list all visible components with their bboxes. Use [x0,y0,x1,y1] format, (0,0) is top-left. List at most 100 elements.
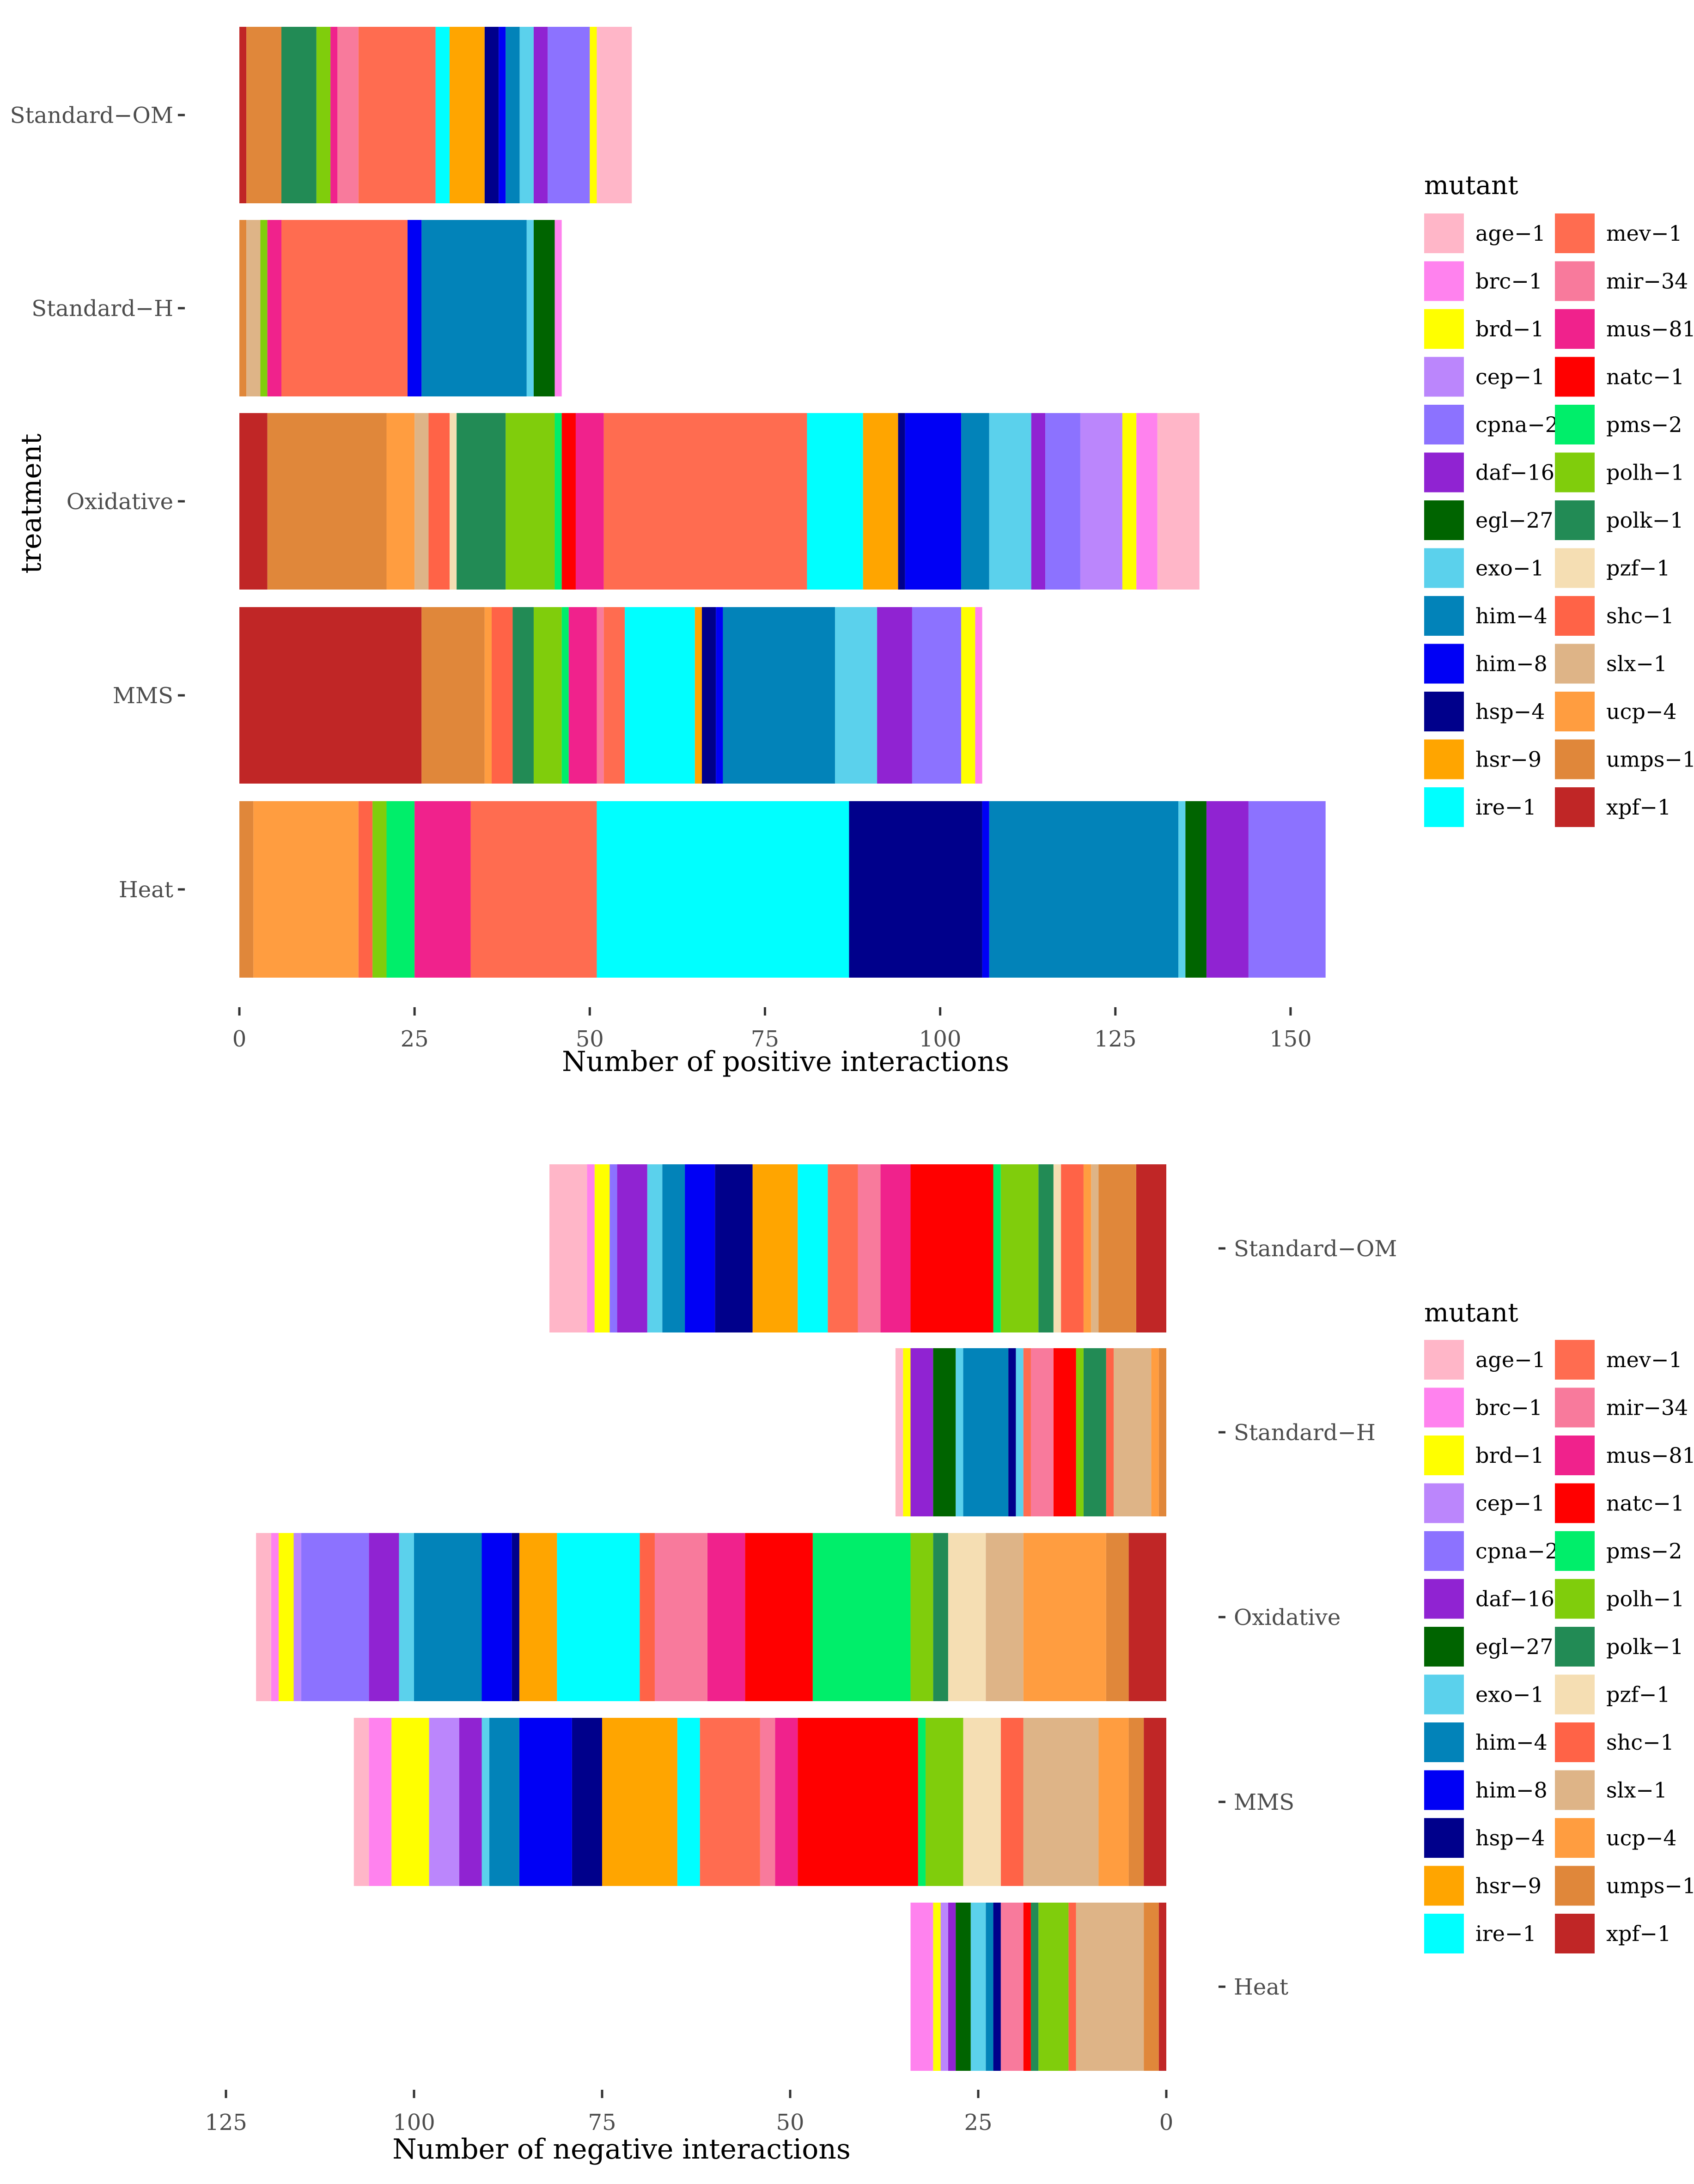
legend-label-mir-34: mir−34 [1606,269,1688,294]
bar-segment-oxidative-him-8 [481,1533,512,1701]
bar-segment-mms-mev-1 [700,1718,760,1886]
bar-segment-mms-exo-1 [481,1718,489,1886]
y-tick-label-heat: Heat [1234,1974,1288,2000]
bar-segment-oxidative-slx-1 [986,1533,1024,1701]
legend-swatch-him-4 [1424,1722,1464,1762]
bar-segment-mms-ire-1 [625,607,695,784]
bar-segment-standard-h-him-8 [407,220,422,396]
legend-label-slx-1: slx−1 [1606,651,1667,676]
legend-label-umps-1: umps−1 [1606,747,1694,772]
legend-label-mev-1: mev−1 [1606,221,1682,246]
bar-segment-standard-h-him-4 [421,220,527,396]
bar-segment-mms-polh-1 [926,1718,963,1886]
bar-segment-standard-h-slx-1 [246,220,261,396]
bar-segment-standard-om-shc-1 [1061,1164,1084,1332]
legend-label-exo-1: exo−1 [1475,556,1544,581]
legend-swatch-age-1 [1424,213,1464,253]
bar-segment-heat-shc-1 [1068,1903,1076,2071]
bar-segment-standard-h-age-1 [895,1348,903,1516]
bar-segment-heat-him-4 [989,801,1179,978]
bar-segment-standard-h-brc-1 [555,220,562,396]
bar-segment-standard-om-age-1 [549,1164,587,1332]
legend-swatch-mev-1 [1555,1340,1595,1380]
bar-segment-oxidative-cpna-2 [1045,413,1080,590]
bar-segment-mms-cpna-2 [912,607,962,784]
legend-label-exo-1: exo−1 [1475,1682,1544,1707]
legend-label-him-8: him−8 [1475,1778,1548,1803]
legend-swatch-hsr-9 [1424,1866,1464,1906]
bar-segment-oxidative-pms-2 [555,413,562,590]
bar-segment-oxidative-slx-1 [414,413,429,590]
bar-segment-oxidative-brc-1 [1136,413,1158,590]
bar-segment-standard-om-cpna-2 [609,1164,617,1332]
bar-segment-mms-pzf-1 [963,1718,1001,1886]
bar-segment-oxidative-shc-1 [428,413,450,590]
legend-label-polk-1: polk−1 [1606,508,1684,533]
bar-segment-heat-ucp-4 [253,801,359,978]
bar-segment-standard-om-him-4 [506,27,520,203]
bar-segment-standard-om-polh-1 [1000,1164,1039,1332]
legend-label-slx-1: slx−1 [1606,1778,1667,1803]
bar-segment-oxidative-mev-1 [603,413,807,590]
bar-segment-heat-mus-81 [414,801,471,978]
bar-segment-mms-ucp-4 [484,607,492,784]
bar-segment-standard-om-exo-1 [647,1164,663,1332]
bar-segment-mms-shc-1 [1000,1718,1024,1886]
bar-segment-oxidative-pms-2 [812,1533,911,1701]
legend-label-cpna-2: cpna−2 [1475,412,1559,437]
legend-swatch-daf-16 [1424,1579,1464,1619]
legend-label-him-4: him−4 [1475,603,1548,628]
x-axis-title: Number of negative interactions [392,2133,851,2166]
legend-swatch-him-4 [1424,596,1464,636]
bar-segment-oxidative-mir-34 [654,1533,707,1701]
bar-segment-standard-om-hsp-4 [484,27,499,203]
bar-segment-heat-cep-1 [940,1903,948,2071]
legend-swatch-polh-1 [1555,1579,1595,1619]
legend-swatch-slx-1 [1555,644,1595,684]
bar-segment-oxidative-cpna-2 [301,1533,369,1701]
legend-swatch-natc-1 [1555,357,1595,397]
bar-segment-standard-h-mir-34 [1030,1348,1054,1516]
bar-segment-heat-xpf-1 [1158,1903,1166,2071]
bar-segment-oxidative-pzf-1 [449,413,457,590]
bar-segment-standard-om-mir-34 [858,1164,881,1332]
bar-segment-standard-h-exo-1 [1016,1348,1024,1516]
bar-segment-standard-h-polh-1 [1076,1348,1084,1516]
legend-label-pms-2: pms−2 [1606,412,1682,437]
legend-swatch-exo-1 [1424,1674,1464,1715]
legend-label-shc-1: shc−1 [1606,603,1674,628]
legend-label-him-8: him−8 [1475,651,1548,676]
bar-segment-oxidative-polh-1 [506,413,555,590]
bar-segment-standard-h-shc-1 [1106,1348,1114,1516]
bar-segment-standard-h-umps-1 [239,220,247,396]
bar-segment-oxidative-hsp-4 [512,1533,519,1701]
x-tick-label: 100 [393,2110,435,2135]
legend-label-xpf-1: xpf−1 [1606,1921,1671,1946]
legend-label-xpf-1: xpf−1 [1606,795,1671,820]
legend-top: mutant age−1 brc−1 brd−1 cep−1 cpna−2 daf−16 eg… [1424,170,1694,827]
legend-swatch-xpf-1 [1555,1914,1595,1953]
bar-segment-heat-ire-1 [597,801,849,978]
bar-segment-oxidative-natc-1 [561,413,576,590]
bar-segment-standard-h-him-4 [963,1348,1009,1516]
legend-swatch-ucp-4 [1555,692,1595,731]
bar-segment-oxidative-mus-81 [575,413,604,590]
bar-segment-mms-mir-34 [760,1718,775,1886]
legend-label-pzf-1: pzf−1 [1606,1682,1670,1707]
bar-segment-standard-h-mus-81 [267,220,281,396]
legend-swatch-polk-1 [1555,500,1595,540]
legend-swatch-hsr-9 [1424,739,1464,779]
bar-segment-mms-mus-81 [775,1718,798,1886]
bar-segment-standard-om-mus-81 [330,27,338,203]
legend-swatch-egl-27 [1424,500,1464,540]
bar-segment-heat-him-4 [986,1903,993,2071]
bar-segment-standard-om-mev-1 [358,27,436,203]
bar-segment-standard-h-ucp-4 [1151,1348,1159,1516]
bar-segment-mms-mev-1 [603,607,625,784]
bar-segment-mms-pms-2 [561,607,569,784]
bar-segment-mms-brc-1 [975,607,982,784]
bar-segment-oxidative-hsr-9 [519,1533,557,1701]
legend-swatch-hsp-4 [1424,692,1464,731]
bar-segment-oxidative-polk-1 [457,413,506,590]
legend-label-mus-81: mus−81 [1606,1443,1694,1468]
